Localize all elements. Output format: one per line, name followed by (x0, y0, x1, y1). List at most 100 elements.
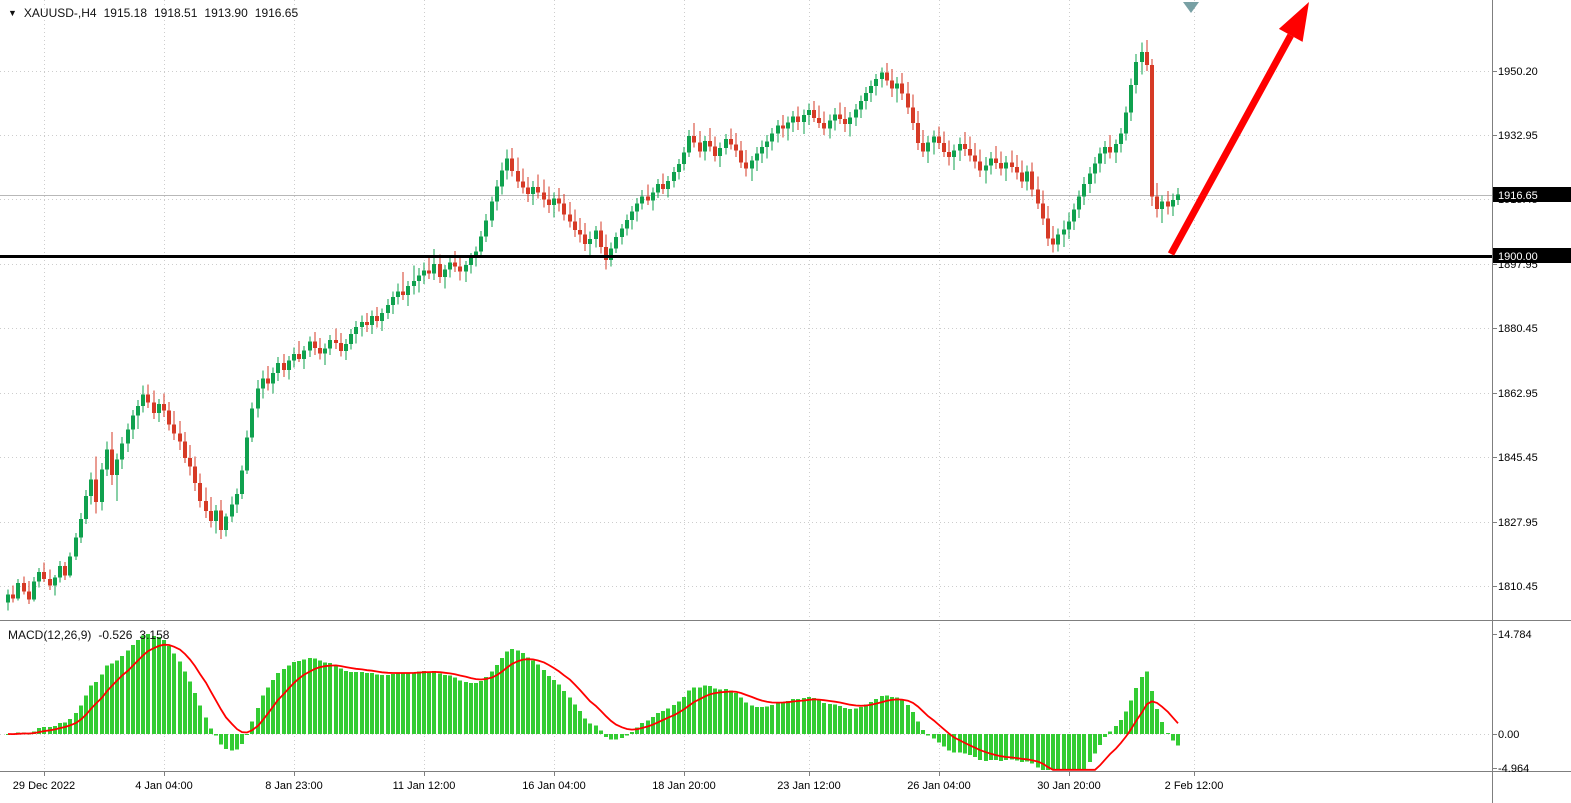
support-line-1900[interactable] (0, 255, 1492, 258)
time-axis-label: 2 Feb 12:00 (1165, 780, 1224, 792)
macd-bar (729, 690, 733, 734)
candle-body (739, 150, 743, 163)
candle-body (812, 110, 816, 119)
candle-body (672, 171, 676, 181)
candle-body (1119, 133, 1123, 144)
macd-bar (193, 692, 197, 734)
chart-shift-marker-icon[interactable] (1183, 2, 1199, 13)
macd-bar (1067, 734, 1071, 770)
candle-body (958, 143, 962, 151)
candle-body (302, 350, 306, 359)
candle-body (453, 262, 457, 267)
macd-bar (547, 675, 551, 734)
macd-bar (339, 668, 343, 734)
macd-axis-label: 14.784 (1498, 629, 1532, 641)
price-axis[interactable]: 1950.201932.951915.451897.951880.451862.… (1493, 66, 1571, 593)
macd-bar (1103, 734, 1107, 738)
macd-bar (198, 705, 202, 734)
macd-bar (874, 698, 878, 734)
candle-body (1150, 65, 1154, 197)
macd-bar (214, 734, 218, 736)
candle-body (469, 258, 473, 265)
macd-axis[interactable]: 14.784 0.00 -4.964 (1493, 629, 1532, 775)
candle-body (1077, 196, 1081, 210)
candle-body (188, 457, 192, 467)
symbol-name: XAUUSD-,H4 (23, 6, 97, 20)
candle-body (625, 219, 629, 229)
macd-bar (812, 698, 816, 734)
candle-body (573, 221, 577, 230)
candle-body (172, 424, 176, 434)
time-axis-label: 30 Jan 20:00 (1037, 780, 1101, 792)
macd-bar (438, 673, 442, 734)
macd-bar (1150, 690, 1154, 734)
symbol-dropdown-arrow-icon[interactable]: ▼ (8, 7, 17, 18)
candle-body (583, 234, 587, 245)
candle-body (42, 572, 46, 579)
macd-bar (245, 734, 249, 735)
candle-body (843, 118, 847, 125)
macd-bar (677, 701, 681, 734)
macd-bar (178, 661, 182, 734)
macd-bar (885, 695, 889, 734)
macd-bar (796, 699, 800, 734)
trend-arrow-head[interactable] (1278, 2, 1309, 42)
candle-body (952, 150, 956, 158)
macd-bar (1129, 700, 1133, 734)
macd-signal-value: 3.158 (139, 628, 170, 642)
macd-bar (1025, 734, 1029, 762)
candle-body (864, 92, 868, 101)
macd-bar (1155, 708, 1159, 734)
macd-bar (713, 688, 717, 734)
candle-body (713, 146, 717, 157)
candle-body (74, 537, 78, 557)
macd-bar (869, 701, 873, 734)
price-axis-label: 1862.95 (1498, 388, 1538, 400)
macd-bar (739, 697, 743, 734)
candle-body (100, 469, 104, 503)
candle-body (328, 340, 332, 349)
candle-body (796, 116, 800, 122)
candle-body (874, 78, 878, 86)
candle-body (380, 312, 384, 321)
candle-body (1103, 146, 1107, 154)
candle-body (770, 133, 774, 142)
macd-bar (791, 699, 795, 734)
macd-bar (297, 661, 301, 734)
macd-bar (266, 687, 270, 734)
candle-body (661, 183, 665, 189)
macd-bar (500, 658, 504, 734)
macd-bar (635, 727, 639, 734)
macd-bar (984, 734, 988, 761)
candle-body (22, 582, 26, 592)
trend-arrow-shaft[interactable] (1167, 33, 1294, 256)
candle-body (614, 236, 618, 249)
macd-bar (344, 671, 348, 734)
candle-body (968, 148, 972, 156)
time-axis[interactable]: 29 Dec 2022 4 Jan 04:00 8 Jan 23:00 11 Jan … (13, 771, 1224, 792)
macd-bar (1051, 734, 1055, 770)
macd-bar (937, 734, 941, 743)
macd-bar (687, 690, 691, 734)
time-axis-label: 23 Jan 12:00 (777, 780, 841, 792)
macd-bar (448, 675, 452, 734)
candle-body (1051, 238, 1055, 245)
candle-body (474, 251, 478, 259)
trend-arrow[interactable] (1167, 2, 1309, 256)
macd-bar (854, 708, 858, 734)
price-axis-label: 1845.45 (1498, 452, 1538, 464)
candle-body (828, 120, 832, 129)
candle-body (1166, 201, 1170, 207)
candle-body (989, 158, 993, 166)
macd-bar (287, 665, 291, 734)
candle-body (230, 504, 234, 517)
candle-body (131, 415, 135, 430)
macd-bar (349, 671, 353, 734)
candle-body (464, 264, 468, 272)
candle-body (146, 394, 150, 403)
macd-bar (661, 711, 665, 734)
price-badge-label: 1900.00 (1498, 251, 1538, 263)
candle-body (292, 354, 296, 361)
